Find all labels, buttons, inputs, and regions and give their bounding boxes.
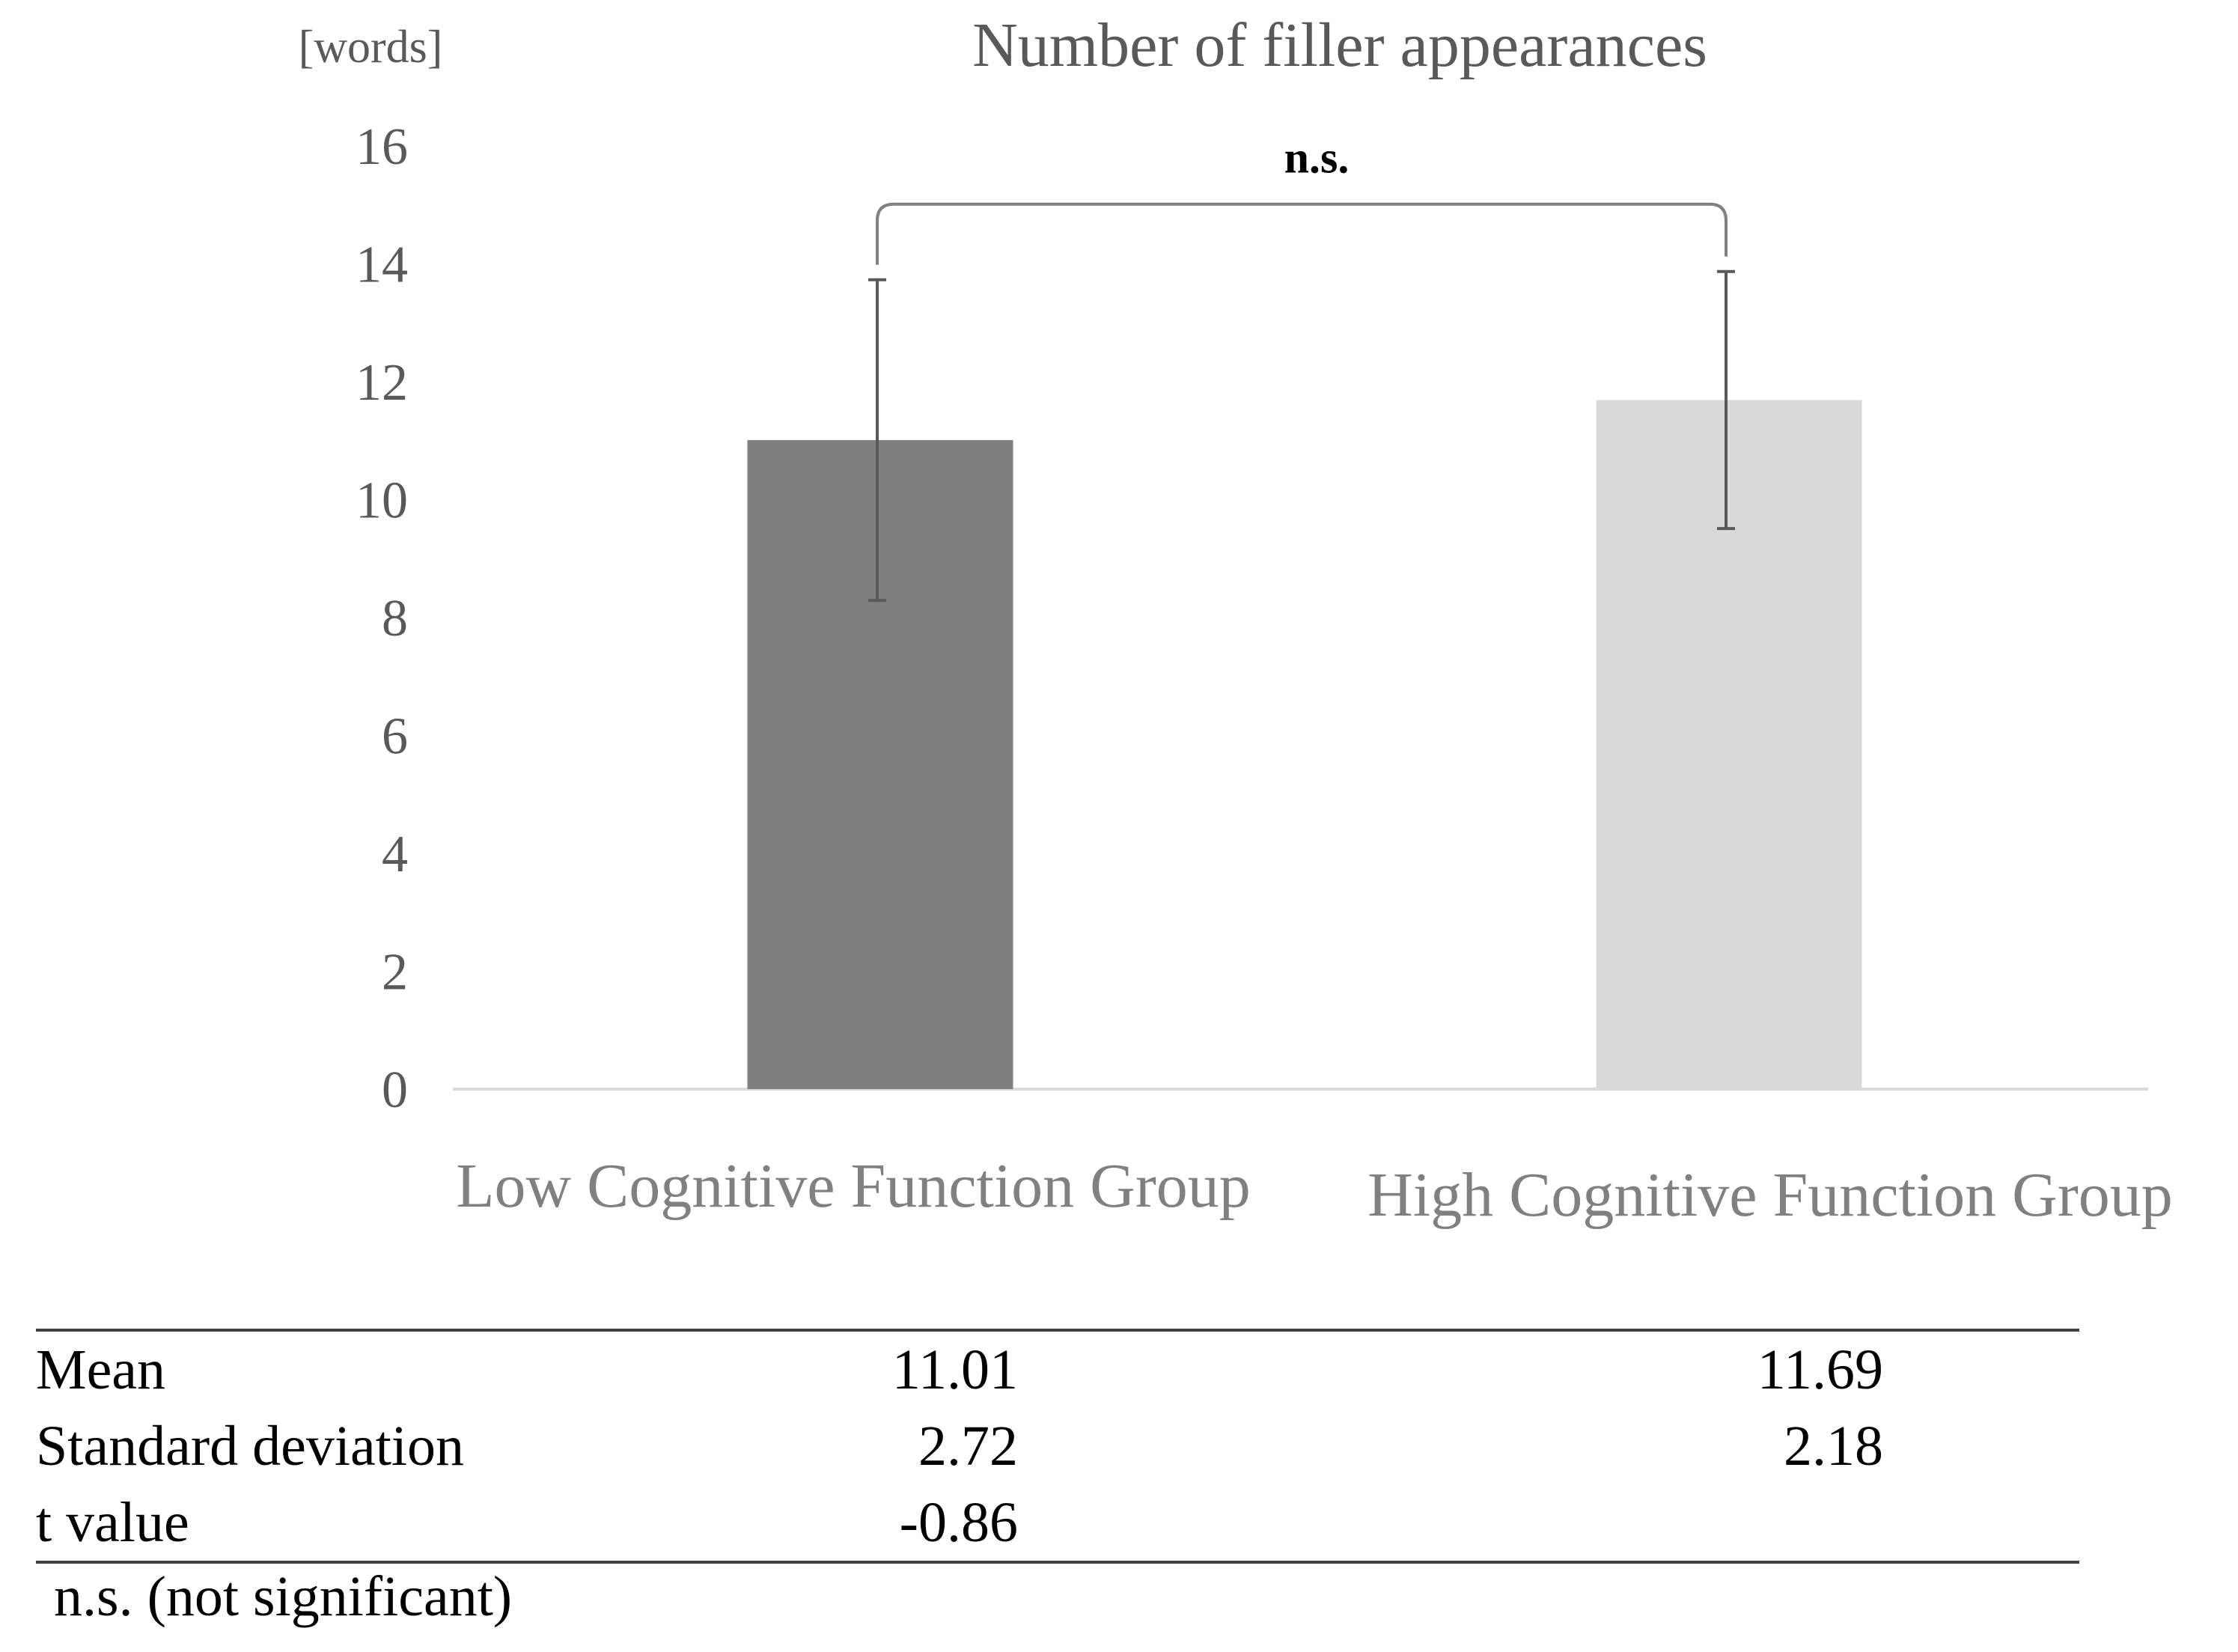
category-labels: Low Cognitive Function Group High Cogniti… xyxy=(456,1151,2173,1230)
y-tick-label: 12 xyxy=(356,354,408,412)
statistics-table: Mean 11.01 11.69 Standard deviation 2.72… xyxy=(36,1329,2079,1564)
row-label: Mean xyxy=(36,1338,166,1401)
row-label: t value xyxy=(36,1491,189,1554)
y-tick-label: 10 xyxy=(356,472,408,530)
bar xyxy=(747,439,1013,1089)
y-tick-label: 0 xyxy=(382,1061,408,1119)
chart-title: Number of filler appearances xyxy=(972,10,1707,80)
y-axis-unit-label: [words] xyxy=(299,22,443,73)
error-bar xyxy=(868,278,886,603)
footnote: n.s. (not significant) xyxy=(54,1565,513,1628)
y-tick-label: 16 xyxy=(356,118,408,176)
high-group-value: 2.18 xyxy=(1783,1415,1883,1478)
low-group-value: -0.86 xyxy=(899,1491,1018,1554)
significance-bracket xyxy=(876,202,1728,265)
x-category-label: Low Cognitive Function Group xyxy=(456,1151,1251,1221)
y-tick-label: 4 xyxy=(382,826,408,883)
bars xyxy=(747,400,1862,1089)
high-group-value xyxy=(1018,1484,1883,1562)
low-group-value: 11.01 xyxy=(891,1338,1018,1401)
y-tick-label: 6 xyxy=(382,708,408,766)
table-row: t value -0.86 xyxy=(36,1484,2079,1562)
y-tick-label: 2 xyxy=(382,944,408,1002)
high-group-value: 11.69 xyxy=(1757,1338,1883,1401)
table-row: Standard deviation 2.72 2.18 xyxy=(36,1408,2079,1484)
y-tick-label: 14 xyxy=(356,237,408,294)
row-label: Standard deviation xyxy=(36,1415,464,1478)
bar xyxy=(1596,400,1862,1089)
error-bars xyxy=(868,269,1735,603)
x-category-label: High Cognitive Function Group xyxy=(1368,1160,2173,1230)
table-row: Mean 11.01 11.69 xyxy=(36,1330,2079,1408)
y-axis-ticks: 0 2 4 6 8 10 12 14 16 xyxy=(356,118,408,1119)
y-tick-label: 8 xyxy=(382,590,408,647)
error-bar xyxy=(1717,269,1735,531)
low-group-value: 2.72 xyxy=(918,1415,1018,1478)
significance-label: n.s. xyxy=(1284,133,1350,183)
